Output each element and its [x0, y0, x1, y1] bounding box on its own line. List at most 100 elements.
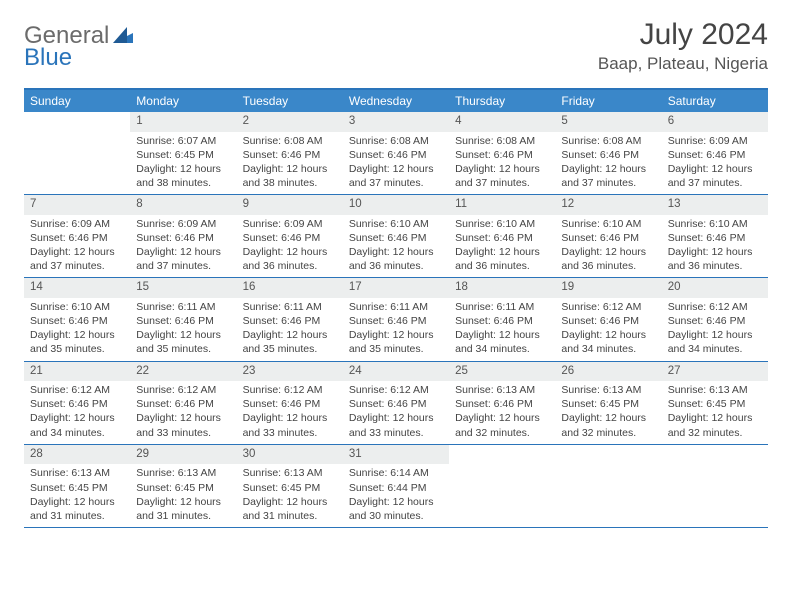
day-line: Sunset: 6:46 PM	[455, 148, 549, 162]
day-cell: 1Sunrise: 6:07 AMSunset: 6:45 PMDaylight…	[130, 112, 236, 194]
day-line: Daylight: 12 hours	[349, 328, 443, 342]
day-line: and 36 minutes.	[561, 259, 655, 273]
day-cell: 14Sunrise: 6:10 AMSunset: 6:46 PMDayligh…	[24, 278, 130, 360]
day-cell: 3Sunrise: 6:08 AMSunset: 6:46 PMDaylight…	[343, 112, 449, 194]
logo-sub: Blue	[24, 44, 72, 72]
day-line: and 36 minutes.	[243, 259, 337, 273]
day-header-saturday: Saturday	[662, 90, 768, 112]
day-content: Sunrise: 6:13 AMSunset: 6:46 PMDaylight:…	[449, 381, 555, 444]
day-line: Daylight: 12 hours	[561, 411, 655, 425]
day-number: 30	[237, 445, 343, 465]
day-line: and 30 minutes.	[349, 509, 443, 523]
day-line: Daylight: 12 hours	[561, 162, 655, 176]
day-content: Sunrise: 6:09 AMSunset: 6:46 PMDaylight:…	[130, 215, 236, 278]
day-line: Sunset: 6:46 PM	[561, 148, 655, 162]
day-content: Sunrise: 6:08 AMSunset: 6:46 PMDaylight:…	[555, 132, 661, 195]
day-line: and 33 minutes.	[136, 426, 230, 440]
day-line: Sunset: 6:45 PM	[30, 481, 124, 495]
day-number: 24	[343, 362, 449, 382]
day-cell: 10Sunrise: 6:10 AMSunset: 6:46 PMDayligh…	[343, 195, 449, 277]
day-cell: 30Sunrise: 6:13 AMSunset: 6:45 PMDayligh…	[237, 445, 343, 527]
day-cell: 22Sunrise: 6:12 AMSunset: 6:46 PMDayligh…	[130, 362, 236, 444]
day-line: Sunrise: 6:09 AM	[668, 134, 762, 148]
day-line: Daylight: 12 hours	[136, 328, 230, 342]
day-number	[555, 445, 661, 463]
day-cell: 25Sunrise: 6:13 AMSunset: 6:46 PMDayligh…	[449, 362, 555, 444]
day-number: 5	[555, 112, 661, 132]
day-content: Sunrise: 6:08 AMSunset: 6:46 PMDaylight:…	[449, 132, 555, 195]
day-line: Sunrise: 6:13 AM	[30, 466, 124, 480]
day-line: Sunset: 6:46 PM	[243, 397, 337, 411]
day-line: Sunset: 6:46 PM	[30, 314, 124, 328]
day-line: and 32 minutes.	[561, 426, 655, 440]
day-line: Daylight: 12 hours	[136, 495, 230, 509]
day-line: Daylight: 12 hours	[243, 328, 337, 342]
header: General July 2024 Baap, Plateau, Nigeria	[24, 18, 768, 74]
day-number: 23	[237, 362, 343, 382]
day-content: Sunrise: 6:12 AMSunset: 6:46 PMDaylight:…	[24, 381, 130, 444]
day-line: Sunset: 6:46 PM	[455, 231, 549, 245]
day-content	[449, 463, 555, 469]
day-content: Sunrise: 6:10 AMSunset: 6:46 PMDaylight:…	[24, 298, 130, 361]
day-cell: 5Sunrise: 6:08 AMSunset: 6:46 PMDaylight…	[555, 112, 661, 194]
day-line: and 31 minutes.	[243, 509, 337, 523]
day-line: Sunset: 6:46 PM	[243, 314, 337, 328]
day-content: Sunrise: 6:09 AMSunset: 6:46 PMDaylight:…	[237, 215, 343, 278]
day-number: 6	[662, 112, 768, 132]
day-cell: 28Sunrise: 6:13 AMSunset: 6:45 PMDayligh…	[24, 445, 130, 527]
day-line: Sunset: 6:46 PM	[455, 314, 549, 328]
day-content: Sunrise: 6:09 AMSunset: 6:46 PMDaylight:…	[24, 215, 130, 278]
day-line: and 37 minutes.	[136, 259, 230, 273]
day-line: and 35 minutes.	[243, 342, 337, 356]
day-line: Daylight: 12 hours	[561, 245, 655, 259]
week-row: 28Sunrise: 6:13 AMSunset: 6:45 PMDayligh…	[24, 445, 768, 528]
day-line: Sunset: 6:46 PM	[668, 314, 762, 328]
day-cell: 15Sunrise: 6:11 AMSunset: 6:46 PMDayligh…	[130, 278, 236, 360]
day-number: 26	[555, 362, 661, 382]
title-block: July 2024 Baap, Plateau, Nigeria	[598, 18, 768, 74]
day-content: Sunrise: 6:10 AMSunset: 6:46 PMDaylight:…	[662, 215, 768, 278]
day-cell: 11Sunrise: 6:10 AMSunset: 6:46 PMDayligh…	[449, 195, 555, 277]
day-header-sunday: Sunday	[24, 90, 130, 112]
day-line: Sunset: 6:44 PM	[349, 481, 443, 495]
day-line: and 32 minutes.	[455, 426, 549, 440]
day-line: Daylight: 12 hours	[349, 245, 443, 259]
day-line: and 37 minutes.	[455, 176, 549, 190]
day-number: 1	[130, 112, 236, 132]
day-cell	[449, 445, 555, 527]
day-number: 22	[130, 362, 236, 382]
day-line: Sunset: 6:46 PM	[561, 314, 655, 328]
day-header-friday: Friday	[555, 90, 661, 112]
day-number: 8	[130, 195, 236, 215]
day-line: and 34 minutes.	[561, 342, 655, 356]
day-line: Daylight: 12 hours	[243, 245, 337, 259]
day-line: Sunset: 6:45 PM	[243, 481, 337, 495]
day-content: Sunrise: 6:13 AMSunset: 6:45 PMDaylight:…	[237, 464, 343, 527]
day-number: 31	[343, 445, 449, 465]
day-line: and 34 minutes.	[455, 342, 549, 356]
day-line: Daylight: 12 hours	[349, 495, 443, 509]
day-cell: 9Sunrise: 6:09 AMSunset: 6:46 PMDaylight…	[237, 195, 343, 277]
day-line: Sunrise: 6:13 AM	[455, 383, 549, 397]
day-content: Sunrise: 6:11 AMSunset: 6:46 PMDaylight:…	[237, 298, 343, 361]
day-number	[24, 112, 130, 130]
day-content: Sunrise: 6:07 AMSunset: 6:45 PMDaylight:…	[130, 132, 236, 195]
day-content: Sunrise: 6:12 AMSunset: 6:46 PMDaylight:…	[237, 381, 343, 444]
day-line: Sunrise: 6:09 AM	[243, 217, 337, 231]
day-cell: 18Sunrise: 6:11 AMSunset: 6:46 PMDayligh…	[449, 278, 555, 360]
day-number: 17	[343, 278, 449, 298]
week-row: 14Sunrise: 6:10 AMSunset: 6:46 PMDayligh…	[24, 278, 768, 361]
day-content: Sunrise: 6:11 AMSunset: 6:46 PMDaylight:…	[130, 298, 236, 361]
day-cell: 4Sunrise: 6:08 AMSunset: 6:46 PMDaylight…	[449, 112, 555, 194]
day-cell: 19Sunrise: 6:12 AMSunset: 6:46 PMDayligh…	[555, 278, 661, 360]
day-line: Daylight: 12 hours	[243, 162, 337, 176]
day-line: Sunrise: 6:09 AM	[136, 217, 230, 231]
day-number: 10	[343, 195, 449, 215]
day-cell: 31Sunrise: 6:14 AMSunset: 6:44 PMDayligh…	[343, 445, 449, 527]
day-number	[662, 445, 768, 463]
day-line: and 36 minutes.	[455, 259, 549, 273]
day-header-monday: Monday	[130, 90, 236, 112]
day-line: Sunrise: 6:13 AM	[561, 383, 655, 397]
day-line: Sunrise: 6:07 AM	[136, 134, 230, 148]
day-line: Sunrise: 6:13 AM	[668, 383, 762, 397]
